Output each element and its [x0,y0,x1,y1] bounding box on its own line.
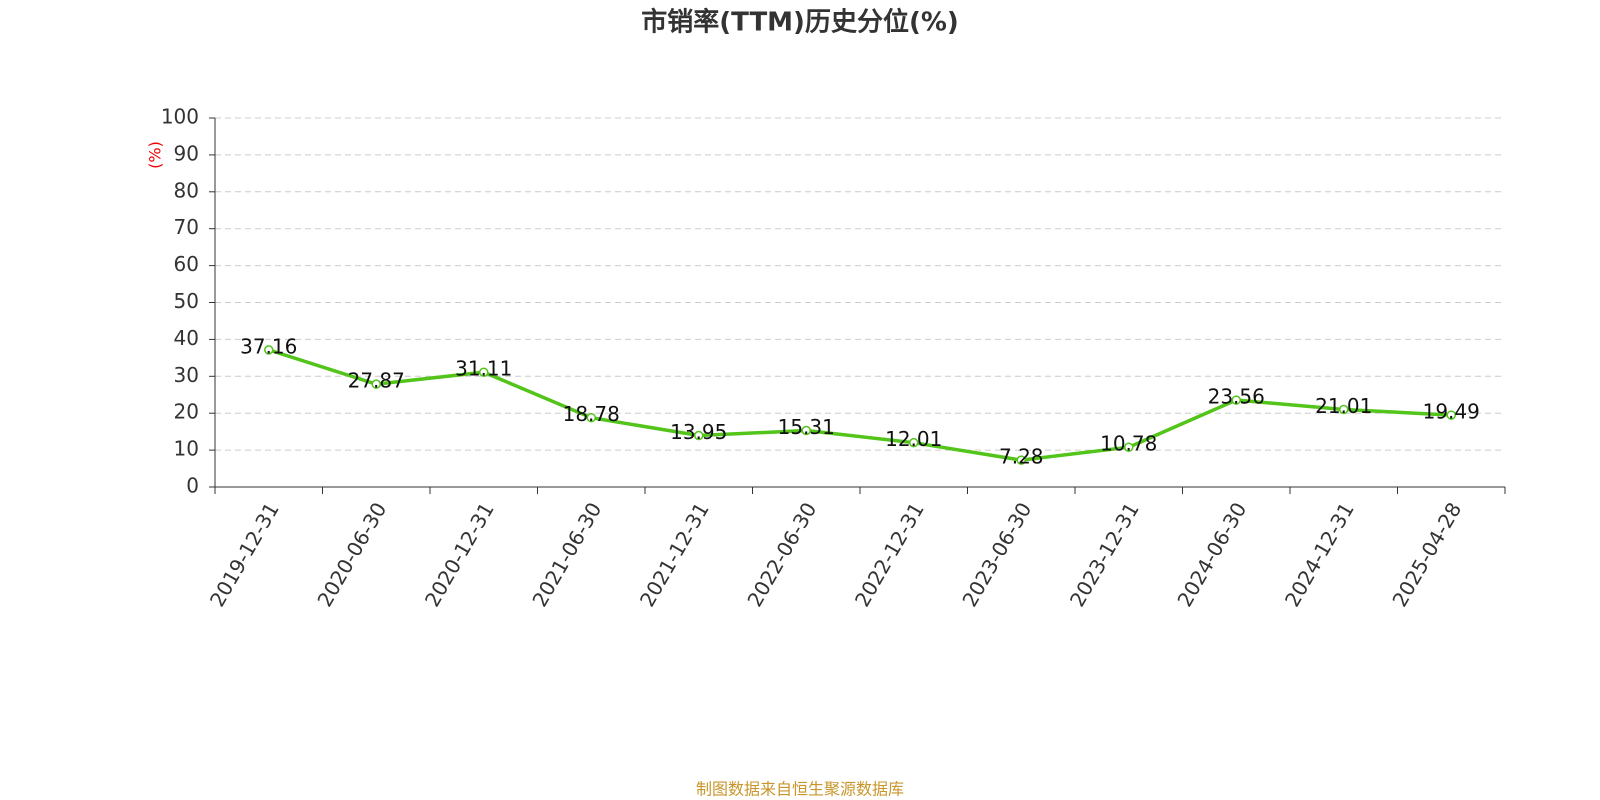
x-tick-label: 2024-12-31 [1280,498,1359,611]
x-tick-label: 2023-12-31 [1065,498,1144,611]
x-tick-label: 2020-12-31 [420,498,499,611]
data-label: 13.95 [670,420,727,444]
x-tick-label: 2021-12-31 [635,498,714,611]
y-tick-label: 80 [174,178,199,202]
x-tick-label: 2023-06-30 [957,498,1036,611]
x-tick-label: 2019-12-31 [205,498,284,611]
data-label: 10.78 [1100,432,1157,456]
data-label: 21.01 [1315,394,1372,418]
data-label: 15.31 [778,415,835,439]
x-tick-label: 2022-06-30 [742,498,821,611]
y-tick-label: 40 [174,326,199,350]
x-tick-label: 2025-04-28 [1387,498,1466,611]
y-tick-label: 100 [161,105,199,129]
data-label: 37.16 [240,334,297,358]
y-tick-label: 0 [186,474,199,498]
x-tick-label: 2020-06-30 [312,498,391,611]
y-tick-label: 70 [174,215,199,239]
point [1016,455,1026,465]
data-label: 31.11 [455,357,512,381]
point [1231,395,1241,405]
chart-title: 市销率(TTM)历史分位(%) [641,7,959,38]
point [479,367,489,377]
x-tick-label: 2022-12-31 [850,498,929,611]
x-tick-label: 2021-06-30 [527,498,606,611]
data-label: 23.56 [1208,385,1265,409]
point [371,379,381,389]
data-label: 12.01 [885,427,942,451]
x-tick-label: 2024-06-30 [1172,498,1251,611]
y-tick-label: 90 [174,141,199,165]
line [268,348,1452,462]
data-label: 19.49 [1423,400,1480,424]
data-label: 27.87 [348,369,405,393]
point [1124,442,1134,452]
y-tick-label: 10 [174,437,199,461]
source-note: 制图数据来自恒生聚源数据库 [696,780,904,799]
y-tick-label: 20 [174,400,199,424]
data-label: 7.28 [999,445,1044,469]
y-axis-label: (%) [146,141,165,169]
point [801,425,811,436]
y-tick-label: 50 [174,289,199,313]
data-label: 18.78 [563,402,620,426]
point [694,430,704,441]
point [1446,410,1456,420]
point [909,437,919,448]
point [1339,404,1349,415]
point [586,412,596,423]
point [264,345,274,355]
y-tick-label: 30 [174,363,199,387]
y-tick-label: 60 [174,252,199,276]
